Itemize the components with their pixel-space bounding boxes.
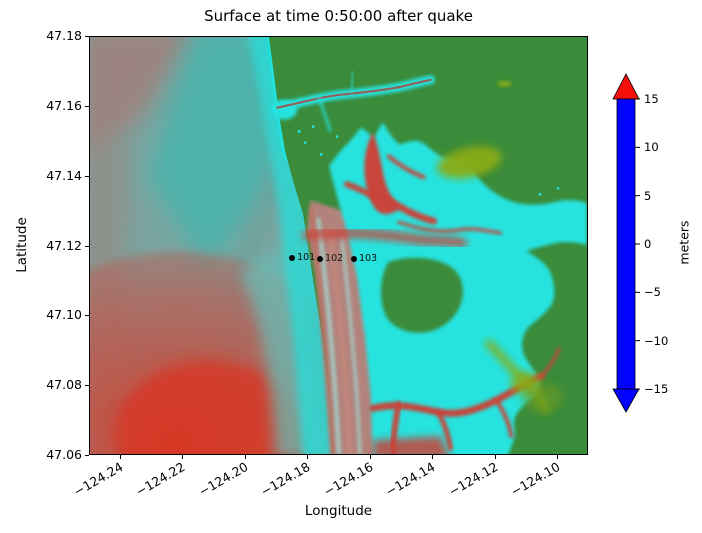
colorbar: [612, 73, 640, 413]
marsh-speckles: [297, 125, 560, 250]
gauge-label-103: 103: [358, 252, 378, 264]
y-tick-mark: [85, 245, 89, 247]
x-tick-label: −124.10: [508, 459, 563, 500]
map-surface: [90, 37, 587, 454]
colorbar-label: meters: [676, 220, 692, 265]
colorbar-tick-label: 10: [644, 140, 659, 155]
colorbar-tick-label: −5: [644, 285, 661, 300]
colorbar-tick-label: 0: [644, 237, 652, 251]
x-axis-label: Longitude: [304, 503, 373, 519]
colorbar-bar: [616, 98, 636, 390]
colorbar-tick-label: 15: [644, 92, 659, 106]
y-tick-mark: [85, 315, 89, 317]
x-tick-label: −124.14: [383, 459, 438, 500]
y-tick-label: 47.18: [46, 28, 82, 43]
y-tick-mark: [85, 175, 89, 177]
y-tick-mark: [85, 36, 89, 37]
wave-crest-core: [114, 360, 305, 454]
colorbar-tick-label: −15: [644, 382, 669, 396]
y-tick-mark: [85, 105, 89, 107]
y-tick-mark: [85, 385, 89, 387]
wave-band-upper-left: [90, 37, 194, 163]
x-tick-mark: [494, 455, 496, 459]
gauge-dot-101: [289, 255, 296, 262]
x-tick-label: −124.24: [70, 459, 126, 500]
gauge-dot-103: [350, 255, 357, 262]
gauge-label-101: 101: [297, 252, 316, 264]
x-tick-mark: [119, 455, 121, 459]
y-tick-label: 47.14: [46, 167, 82, 183]
x-tick-label: −124.22: [133, 459, 188, 500]
north-river: [271, 70, 436, 132]
colorbar-tick-label: 5: [644, 188, 652, 203]
nearshore-cyan-strip: [248, 37, 337, 454]
gauge-label-102: 102: [325, 252, 344, 264]
y-tick-mark: [85, 455, 89, 456]
green-peninsula: [381, 257, 463, 333]
colorbar-arrow-down: [612, 388, 640, 413]
y-axis-label: Latitude: [14, 217, 30, 273]
x-tick-label: −124.16: [320, 459, 376, 500]
x-tick-mark: [369, 455, 371, 459]
x-tick-label: −124.20: [195, 459, 251, 500]
colorbar-tick-marks: [635, 98, 640, 390]
plot-title: Surface at time 0:50:00 after quake: [204, 7, 473, 25]
colorbar-tick-label: −10: [644, 333, 669, 348]
gauge-dot-102: [317, 255, 324, 262]
y-tick-label: 47.10: [46, 307, 82, 323]
x-tick-label: −124.12: [445, 459, 501, 500]
map-plot: [89, 36, 588, 455]
y-tick-label: 47.16: [46, 97, 82, 113]
x-tick-mark: [432, 455, 434, 459]
y-tick-label: 47.08: [46, 377, 82, 393]
y-tick-label: 47.06: [46, 447, 82, 462]
flood-channels: [302, 132, 561, 454]
x-tick-mark: [557, 455, 559, 459]
x-tick-mark: [307, 455, 309, 459]
colorbar-arrow-up: [612, 73, 640, 100]
y-tick-label: 47.12: [46, 237, 82, 253]
x-tick-mark: [182, 455, 184, 459]
x-tick-label: −124.18: [258, 459, 313, 500]
river-valleys: [437, 80, 564, 414]
x-tick-mark: [244, 455, 246, 459]
